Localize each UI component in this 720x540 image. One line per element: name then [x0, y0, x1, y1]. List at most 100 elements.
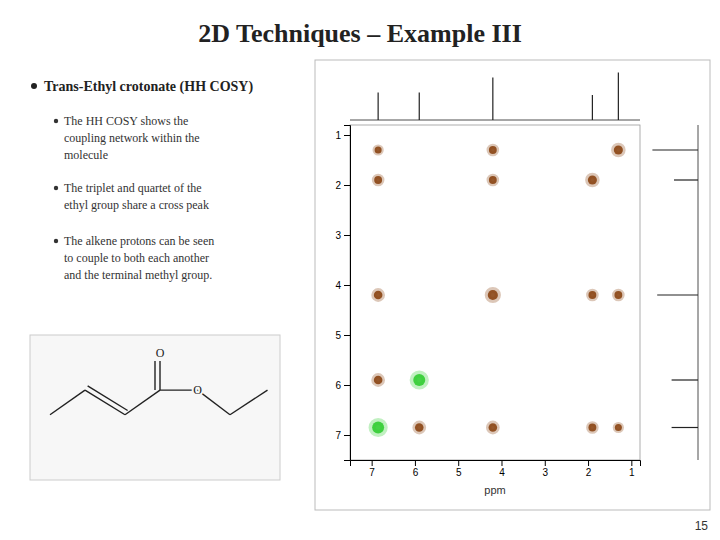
spectrum-peak: [652, 149, 698, 150]
y-tick-label: 5: [335, 330, 341, 341]
bond: [88, 386, 128, 411]
cross-peak: [588, 291, 596, 299]
spectrum-peak: [672, 379, 698, 380]
atom-label: O: [156, 346, 165, 360]
molecule: OO: [50, 346, 268, 415]
baseline: [698, 125, 699, 460]
x-tick-mark: [545, 460, 546, 466]
sub-bullet: [54, 119, 58, 123]
y-axis-line: [344, 126, 351, 461]
spectrum-peak: [672, 427, 698, 428]
x-tick-mark: [458, 460, 459, 466]
bond: [50, 390, 85, 415]
cross-peak: [415, 423, 424, 432]
baseline: [350, 120, 640, 121]
x-axis: 7 6 5 4 3 2 1: [351, 460, 641, 478]
spectrum-peak: [378, 93, 379, 121]
plot-frame: [350, 125, 640, 460]
bond: [159, 361, 160, 390]
cross-peak: [614, 145, 623, 154]
y-axis: 7 6 5 4 3 2 1: [335, 126, 350, 461]
y-tick: 1: [335, 130, 350, 141]
bullet: [31, 83, 37, 89]
cross-peak: [489, 146, 497, 154]
y-tick-mark: [344, 385, 350, 386]
cross-peak: [375, 146, 382, 153]
y-tick-label: 4: [335, 280, 341, 291]
x-tick: 2: [586, 460, 592, 478]
x-tick-mark: [372, 460, 373, 466]
x-tick-label: 5: [456, 467, 462, 478]
bullet-text: The alkene protons can be seento couple …: [64, 234, 214, 282]
bullet-heading: Trans-Ethyl crotonate (HH COSY): [44, 79, 253, 95]
slide: 2D Techniques – Example III Trans-Ethyl c…: [0, 0, 720, 540]
spectrum-peak: [492, 78, 493, 121]
bond: [85, 390, 125, 415]
sub-bullet: [54, 239, 58, 243]
cross-peak: [488, 290, 498, 300]
x-tick-label: 3: [542, 467, 548, 478]
y-tick-label: 3: [335, 230, 341, 241]
cross-peak: [413, 374, 425, 386]
y-tick-mark: [344, 235, 350, 236]
cross-peak: [489, 176, 497, 184]
x-tick-label: 1: [629, 467, 635, 478]
atom-label: O: [193, 383, 202, 397]
x-tick-mark: [501, 460, 502, 466]
spectrum-panel: [315, 60, 710, 510]
x-tick-mark: [631, 460, 632, 466]
y-tick: 4: [335, 280, 350, 291]
cross-peak: [372, 422, 384, 434]
title: 2D Techniques – Example III: [198, 19, 522, 48]
x-tick: 5: [456, 460, 462, 478]
cross-peak: [489, 423, 498, 432]
x-tick: 3: [542, 460, 548, 478]
bond: [154, 361, 155, 390]
spectrum-peak: [618, 73, 619, 121]
y-tick-label: 7: [335, 430, 341, 441]
cross-peak: [615, 424, 622, 431]
sub-bullet: [54, 186, 58, 190]
bullet-text: The HH COSY shows thecoupling network wi…: [64, 114, 200, 162]
x-tick-label: 2: [586, 467, 592, 478]
cross-peak: [588, 424, 596, 432]
y-tick-label: 2: [335, 180, 341, 191]
x-tick-mark: [588, 460, 589, 466]
spectrum-peak: [674, 179, 698, 180]
spectrum-peak: [419, 93, 420, 121]
y-tick-label: 1: [335, 130, 341, 141]
cross-peak: [374, 291, 383, 300]
x-tick: 4: [499, 460, 505, 478]
y-tick-mark: [344, 135, 350, 136]
y-tick: 5: [335, 330, 350, 341]
cross-peak: [588, 175, 597, 184]
bond: [198, 390, 231, 415]
x-tick: 7: [369, 460, 375, 478]
slide-number: 15: [695, 519, 709, 533]
cross-peaks: [372, 145, 623, 433]
x-axis-line: [351, 461, 641, 467]
cross-peak: [374, 376, 383, 385]
x-tick-mark: [415, 460, 416, 466]
spectrum-top: [350, 73, 640, 121]
y-tick: 7: [335, 430, 350, 441]
cross-peak: [614, 291, 622, 299]
y-tick-mark: [344, 335, 350, 336]
bond: [160, 389, 198, 390]
bullet-text: The triplet and quartet of theethyl grou…: [64, 181, 209, 212]
y-tick-mark: [344, 285, 350, 286]
spectrum-peak: [657, 294, 698, 295]
x-tick-label: 4: [499, 467, 505, 478]
y-tick: 6: [335, 380, 350, 391]
spectrum-right: [652, 125, 698, 460]
y-tick: 2: [335, 180, 350, 191]
x-tick-label: 7: [369, 467, 375, 478]
molecule-box: [30, 335, 280, 480]
bond: [125, 390, 160, 415]
y-tick-label: 6: [335, 380, 341, 391]
y-tick-mark: [344, 435, 350, 436]
x-tick: 6: [413, 460, 419, 478]
y-tick-mark: [344, 185, 350, 186]
x-tick-label: 6: [413, 467, 419, 478]
cross-peak: [374, 176, 382, 184]
